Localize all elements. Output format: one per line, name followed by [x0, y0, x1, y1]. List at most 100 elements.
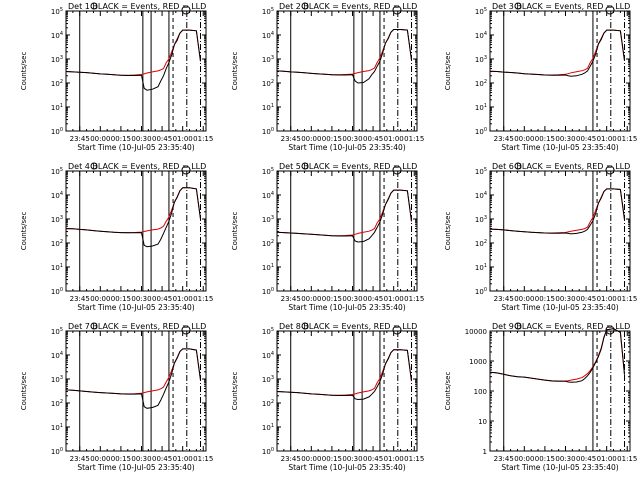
y-tick-label: 103 [51, 215, 63, 224]
x-tick-label: 23:45 [70, 295, 90, 303]
title-marker-symbol [181, 325, 191, 335]
x-tick-label: 01:15 [404, 135, 424, 143]
title-marker-symbol [514, 162, 522, 170]
y-axis-label: Counts/sec [231, 212, 239, 251]
y-axis-label: Counts/sec [20, 52, 28, 91]
y-tick-label: 105 [51, 167, 63, 176]
series-lld-line [489, 188, 625, 234]
x-tick-label: 00:30 [131, 295, 151, 303]
title-marker-symbol [301, 2, 309, 10]
y-tick-label: 104 [475, 191, 487, 200]
y-tick-label: 10 [478, 418, 487, 426]
x-tick-label: 23:45 [494, 135, 514, 143]
series-events-line [65, 29, 201, 91]
panel-title: Det 7 BLACK = Events, RED = LLD [68, 322, 206, 331]
title-marker-symbol [514, 2, 522, 10]
x-tick-label: 01:00 [384, 295, 404, 303]
x-tick-label: 00:15 [322, 135, 342, 143]
x-axis-label: Start Time (10-Jul-05 23:35:40) [501, 303, 618, 312]
y-tick-label: 101 [262, 103, 274, 112]
x-tick-label: 00:30 [131, 135, 151, 143]
panel-det-4: 100 101 102 103 104 105 23:45 00:00 00:15 00:30 00… [20, 162, 213, 312]
title-marker-symbol [514, 322, 522, 330]
panel-det-6: 100 101 102 103 104 105 23:45 00:00 00:15 00:30 00… [444, 162, 637, 312]
y-tick-label: 105 [51, 327, 63, 336]
y-tick-label: 103 [262, 215, 274, 224]
title-marker-symbol [392, 5, 402, 15]
panel-legend-text: BLACK = Events, RED = LLD [303, 2, 417, 11]
y-axis-label: Counts/sec [231, 372, 239, 411]
plot-frame [276, 330, 418, 452]
title-marker-symbol [605, 325, 615, 335]
panel-legend-text: BLACK = Events, RED = LLD [92, 162, 206, 171]
plot-frame [276, 170, 418, 292]
x-axis-label: Start Time (10-Jul-05 23:35:40) [288, 463, 405, 472]
x-axis-label: Start Time (10-Jul-05 23:35:40) [288, 303, 405, 312]
x-tick-label: 00:15 [535, 295, 555, 303]
panel-det-9: 1 10 100 1000 10000 23:45 00:00 00:15 00:30 00:45… [444, 322, 637, 472]
y-tick-label: 104 [262, 351, 274, 360]
y-tick-label: 101 [262, 263, 274, 272]
y-tick-label: 104 [475, 31, 487, 40]
x-tick-label: 00:30 [555, 455, 575, 463]
x-tick-label: 00:00 [301, 455, 321, 463]
x-tick-label: 00:15 [111, 455, 131, 463]
x-axis-label: Start Time (10-Jul-05 23:35:40) [501, 143, 618, 152]
y-tick-label: 100 [262, 127, 274, 136]
series-events-line [489, 328, 625, 383]
series-lld-line [276, 189, 412, 237]
y-tick-label: 104 [262, 191, 274, 200]
x-tick-label: 00:15 [322, 455, 342, 463]
x-axis-label: Start Time (10-Jul-05 23:35:40) [501, 463, 618, 472]
panel-det-3: 100 101 102 103 104 105 23:45 00:00 00:15 00:30 00… [444, 2, 637, 152]
x-tick-label: 00:30 [555, 135, 575, 143]
x-tick-label: 00:00 [514, 455, 534, 463]
y-tick-label: 1000 [469, 358, 487, 366]
y-axis-label: Counts/sec [231, 52, 239, 91]
x-tick-label: 00:45 [152, 295, 172, 303]
series-events-line [65, 348, 201, 409]
y-tick-label: 101 [262, 423, 274, 432]
x-tick-label: 01:00 [384, 455, 404, 463]
y-tick-label: 100 [51, 127, 63, 136]
x-tick-label: 23:45 [70, 135, 90, 143]
x-tick-label: 01:00 [173, 295, 193, 303]
x-tick-label: 00:30 [131, 455, 151, 463]
series-lld-line [65, 187, 201, 234]
title-marker-symbol [392, 165, 402, 175]
panel-title-det: Det 5 [279, 162, 303, 171]
x-tick-label: 00:00 [301, 135, 321, 143]
panel-title-det: Det 3 [492, 2, 516, 11]
panel-title-det: Det 2 [279, 2, 303, 11]
x-tick-label: 01:15 [193, 135, 213, 143]
x-tick-label: 01:15 [617, 455, 637, 463]
x-tick-label: 00:15 [111, 135, 131, 143]
plot-frame [65, 10, 207, 132]
series-lld-line [489, 29, 625, 76]
plot-frame [65, 170, 207, 292]
panel-legend-text: BLACK = Events, RED = LLD [516, 322, 630, 331]
y-tick-label: 100 [474, 388, 487, 396]
plot-frame [489, 10, 631, 132]
panel-title: Det 3 BLACK = Events, RED = LLD [492, 2, 630, 11]
x-tick-label: 23:45 [281, 455, 301, 463]
x-tick-label: 00:00 [90, 135, 110, 143]
y-tick-label: 102 [262, 399, 274, 408]
x-tick-label: 01:15 [617, 295, 637, 303]
y-tick-label: 103 [262, 375, 274, 384]
y-tick-label: 105 [262, 7, 274, 16]
panel-legend-text: BLACK = Events, RED = LLD [516, 162, 630, 171]
y-axis-label: Counts/sec [20, 212, 28, 251]
y-tick-label: 102 [51, 79, 63, 88]
x-tick-label: 00:15 [322, 295, 342, 303]
y-tick-label: 103 [475, 215, 487, 224]
x-tick-label: 00:15 [535, 455, 555, 463]
series-lld-line [65, 29, 201, 76]
y-tick-label: 100 [51, 287, 63, 296]
x-tick-label: 00:15 [535, 135, 555, 143]
x-tick-label: 00:45 [363, 135, 383, 143]
panel-title-det: Det 4 [68, 162, 92, 171]
series-lld-line [276, 29, 412, 76]
y-axis-label: Counts/sec [20, 372, 28, 411]
